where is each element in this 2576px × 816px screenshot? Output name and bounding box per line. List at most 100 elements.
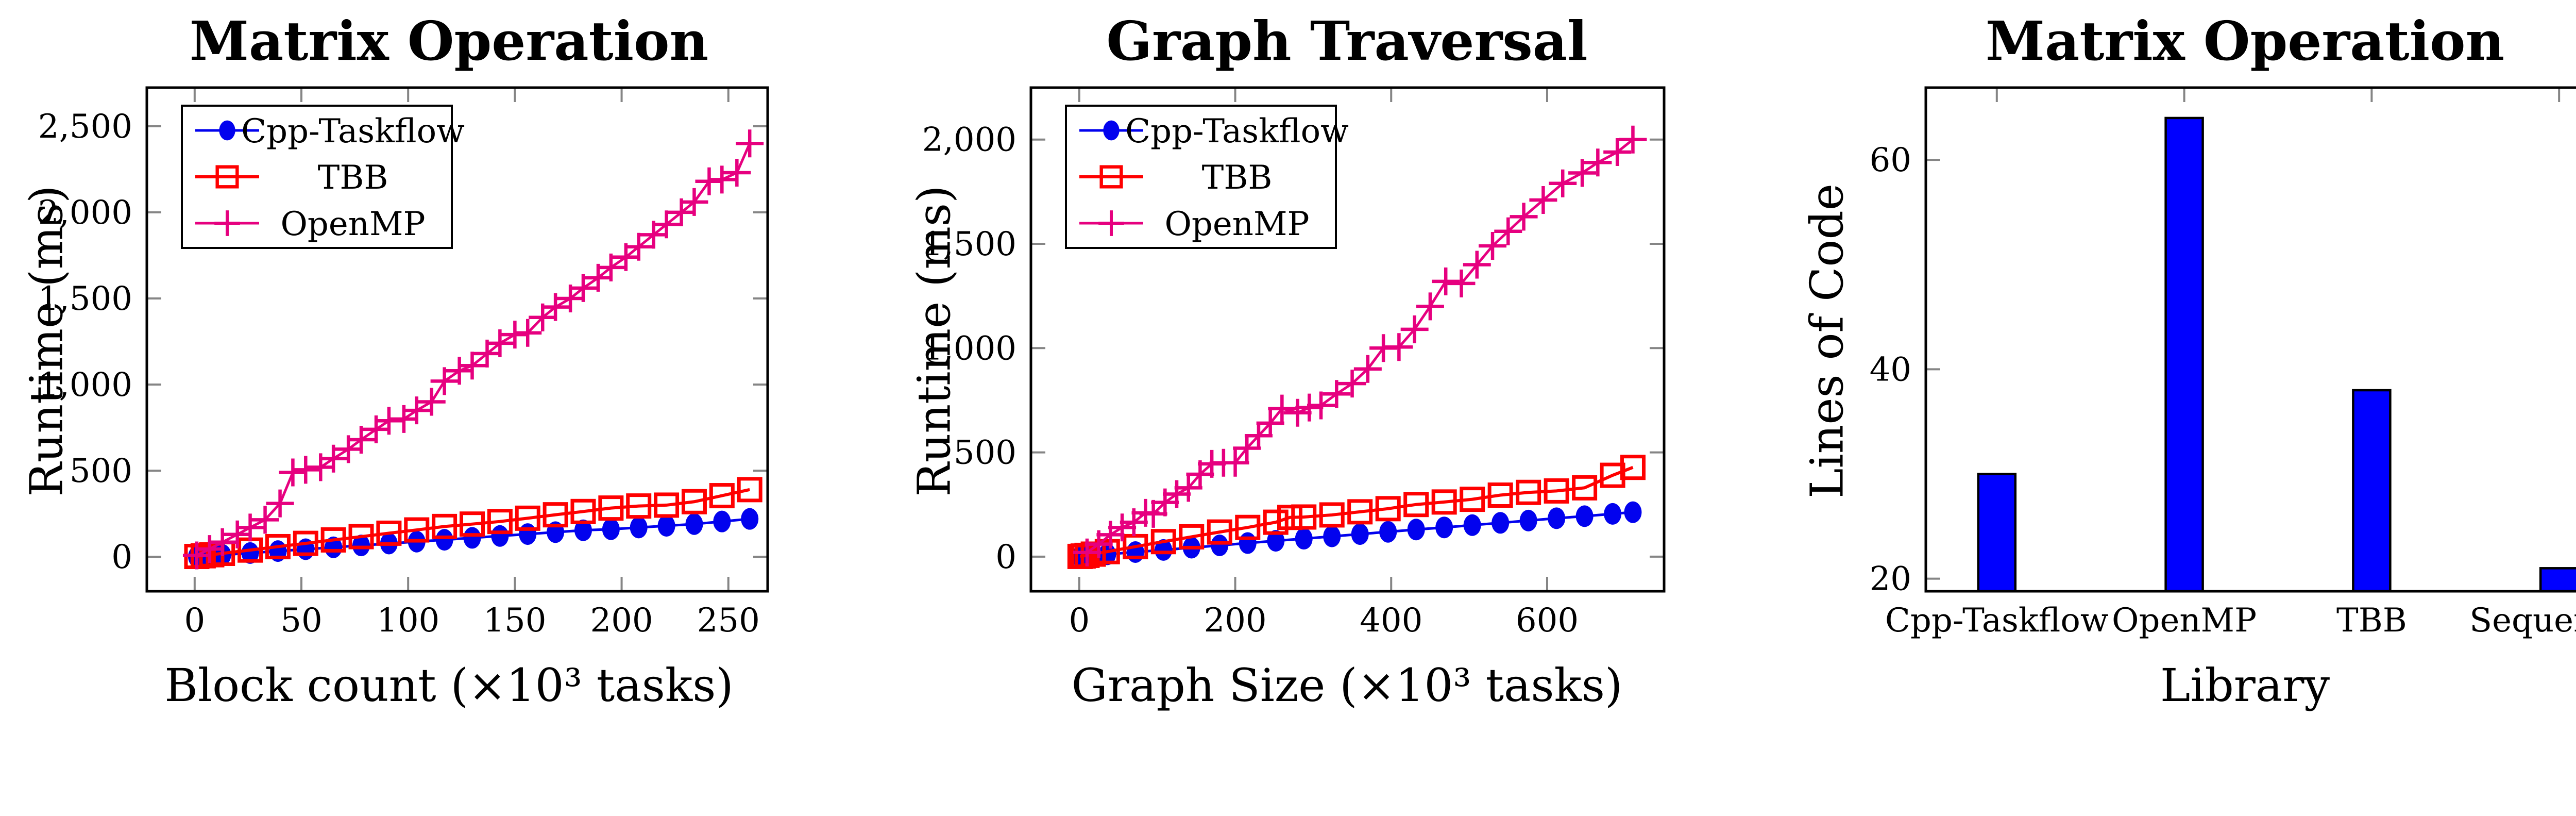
plus-marker [208,528,236,556]
square-marker [1235,514,1261,540]
circle-marker [219,120,235,141]
plus-marker [1432,267,1460,295]
x-axis-label: Block count (×10³ tasks) [164,659,734,712]
plus-marker [417,388,446,416]
plus-marker [1619,125,1647,154]
plus-marker [1174,474,1202,502]
square-marker [709,483,735,509]
square-marker [1620,455,1646,480]
legend-label: OpenMP [280,205,425,243]
legend-label: TBB [318,159,388,197]
square-marker [681,489,707,514]
plot-spines [1924,86,2576,593]
legend-label: OpenMP [1164,205,1309,243]
circle-marker [1604,503,1622,525]
plus-marker [723,159,751,187]
y-tick-label: 40 [1870,351,1911,389]
plus-marker [1295,393,1324,422]
square-marker [1277,505,1302,530]
circle-marker [685,513,703,535]
square-marker [1516,479,1541,505]
plus-marker [182,541,211,570]
y-tick-label: 0 [111,538,132,576]
plus-marker [1400,315,1429,343]
circle-marker [241,542,259,564]
x-axis-label: Library [2160,659,2330,712]
plus-marker [1385,333,1413,361]
x-tick-label: 400 [1360,602,1422,640]
plus-marker [195,535,224,563]
tbb-line [1079,465,1634,558]
x-category-label: Sequential [2469,602,2576,640]
plus-marker [736,129,764,158]
circle-marker [1492,512,1510,534]
square-marker [1319,502,1345,528]
plus-marker [1268,394,1296,423]
series-group [1067,125,1647,569]
circle-marker [602,518,620,540]
plus-marker [1307,391,1335,420]
x-tick-label: 0 [184,602,205,640]
circle-marker [463,527,481,549]
y-tick-label: 2,000 [38,194,132,232]
plus-marker [1244,422,1273,450]
plus-marker [1463,251,1491,279]
square-marker [404,517,430,543]
page-title: Matrix Operation [189,9,709,73]
y-tick-label: 2,000 [922,121,1016,159]
y-tick-label: 20 [1870,560,1911,598]
bar-sequential [2539,567,2576,591]
plus-marker [214,210,240,236]
y-tick-label: 1,000 [38,366,132,404]
plus-marker [1323,380,1351,408]
circle-marker [1379,521,1397,543]
plus-marker [1568,159,1597,187]
plus-marker [624,232,653,261]
plus-marker [319,444,348,473]
legend-label: Cpp-Taskflow [241,112,465,151]
plus-marker [1479,232,1507,260]
y-tick-label: 60 [1870,141,1911,179]
square-marker [1572,475,1598,501]
square-marker [1460,487,1485,512]
bar-tbb [2352,389,2392,591]
square-marker [1487,482,1513,508]
circle-marker [630,517,648,539]
circle-marker [352,535,370,557]
square-marker [238,537,263,563]
circle-marker [1323,525,1341,547]
series-group [182,129,764,570]
circle-marker [1463,514,1481,536]
circle-marker [435,529,453,551]
x-category-label: Cpp-Taskflow [1885,602,2109,640]
square-marker [348,524,374,549]
square-marker [432,513,457,539]
plus-marker [1283,398,1312,427]
plus-marker [402,396,431,425]
plus-marker [279,458,307,487]
plus-marker [1353,355,1382,383]
plus-marker [597,253,625,281]
square-marker [1403,492,1429,518]
plus-marker [1494,217,1522,245]
plus-marker [1549,169,1577,197]
x-tick-label: 200 [1204,602,1266,640]
plus-marker [486,329,514,357]
plot-spines [1029,86,1666,593]
square-marker [515,505,540,531]
square-marker [215,165,239,189]
plus-marker [1510,203,1538,231]
graph-runtime-plot: 0 500 1,000 1,500 2,000 0 200 400 600 Cpp-Taskflo… [922,86,1666,640]
panel-graph-runtime: Graph Traversal Runtime (ms) 0 500 1,000 1,… [898,0,1796,816]
square-marker [1123,534,1148,559]
plus-marker [1221,448,1249,477]
circle-marker [741,508,759,530]
square-marker [1291,504,1317,530]
plus-marker [375,407,403,435]
y-tick-label: 1,500 [38,280,132,318]
square-marker [1263,509,1289,535]
plus-marker [1233,434,1261,462]
square-marker [570,498,596,524]
page-title: Graph Traversal [1106,9,1588,73]
circle-marker [1624,501,1642,523]
